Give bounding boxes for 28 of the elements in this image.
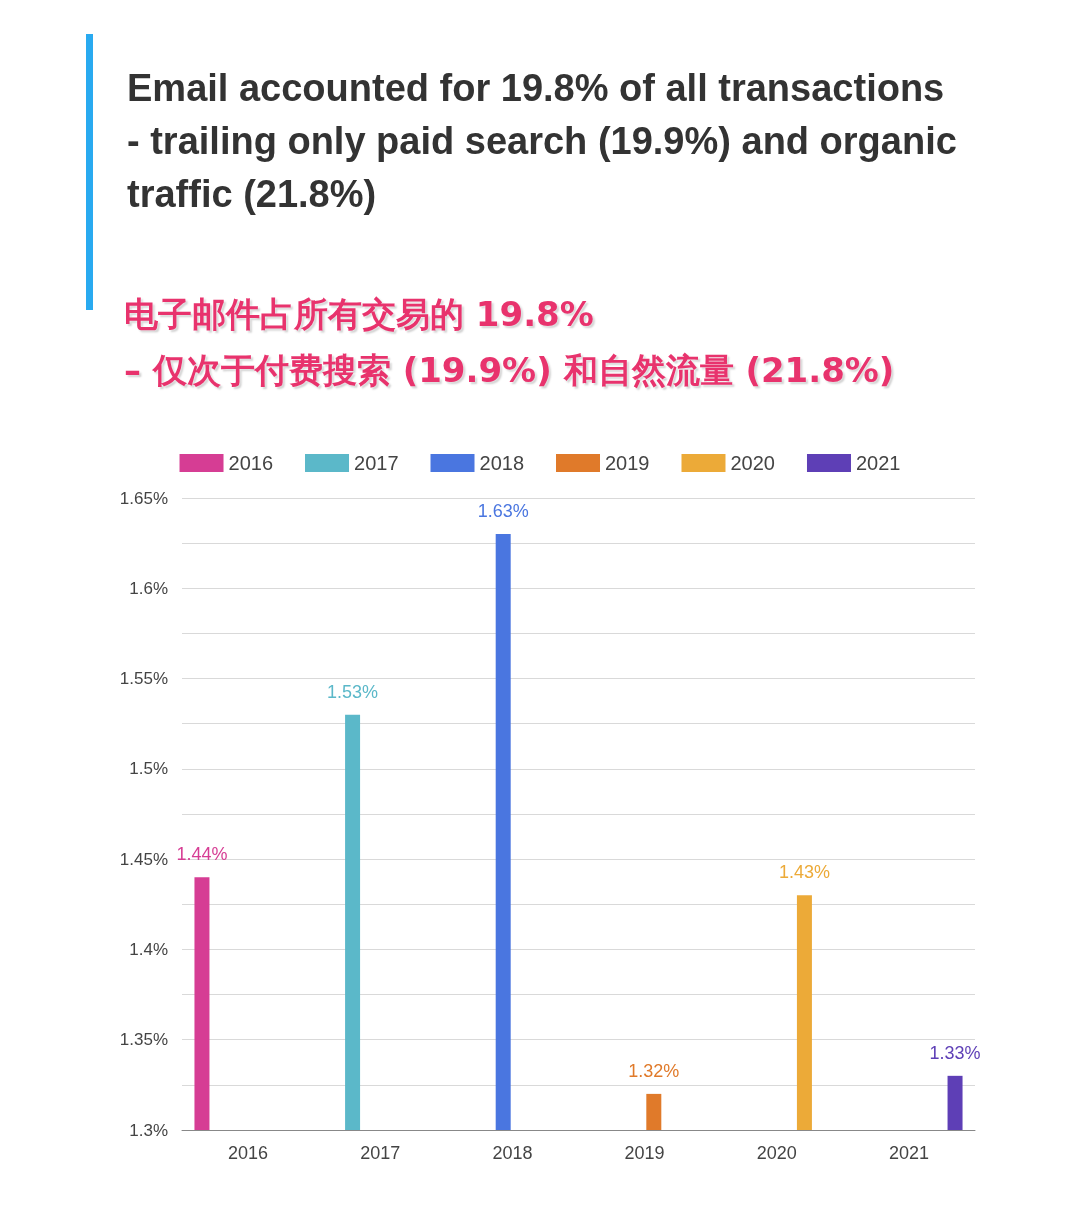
y-tick-label: 1.5%	[129, 759, 168, 779]
data-label: 1.63%	[477, 501, 529, 522]
data-label: 1.43%	[778, 862, 830, 883]
y-tick-label: 1.45%	[119, 849, 168, 869]
y-tick-label: 1.65%	[119, 488, 168, 508]
data-label: 1.32%	[628, 1060, 680, 1081]
y-tick-label: 1.35%	[119, 1030, 168, 1050]
data-label: 1.33%	[929, 1042, 981, 1063]
chart-subtitle: 电子邮件占所有交易的 19.8% – 仅次于付费搜索 (19.9%) 和自然流量 (21.8%)	[124, 293, 896, 392]
y-tick-label: 1.6%	[129, 578, 168, 598]
y-tick-label: 1.55%	[119, 669, 168, 689]
legend-label: 2018	[479, 452, 525, 474]
data-label: 1.53%	[327, 681, 379, 702]
legend-label: 2020	[730, 452, 775, 474]
x-tick-label: 2020	[756, 1143, 797, 1163]
legend-label: 2017	[354, 452, 399, 474]
x-tick-label: 2021	[888, 1143, 929, 1163]
y-tick-label: 1.3%	[129, 1120, 168, 1140]
x-tick-label: 2017	[360, 1143, 401, 1163]
x-tick-label: 2019	[624, 1143, 665, 1163]
data-label: 1.44%	[176, 844, 228, 865]
legend-label: 2016	[228, 452, 274, 474]
legend-label: 2019	[605, 452, 650, 474]
x-tick-label: 2016	[228, 1143, 269, 1163]
chart-title: Email accounted for 19.8% of all transactions - trailing only paid search (19.9%) and organic traffic (21.8%)	[127, 66, 958, 217]
legend-label: 2021	[855, 452, 901, 474]
x-tick-label: 2018	[492, 1143, 533, 1163]
y-tick-label: 1.4%	[129, 939, 168, 959]
